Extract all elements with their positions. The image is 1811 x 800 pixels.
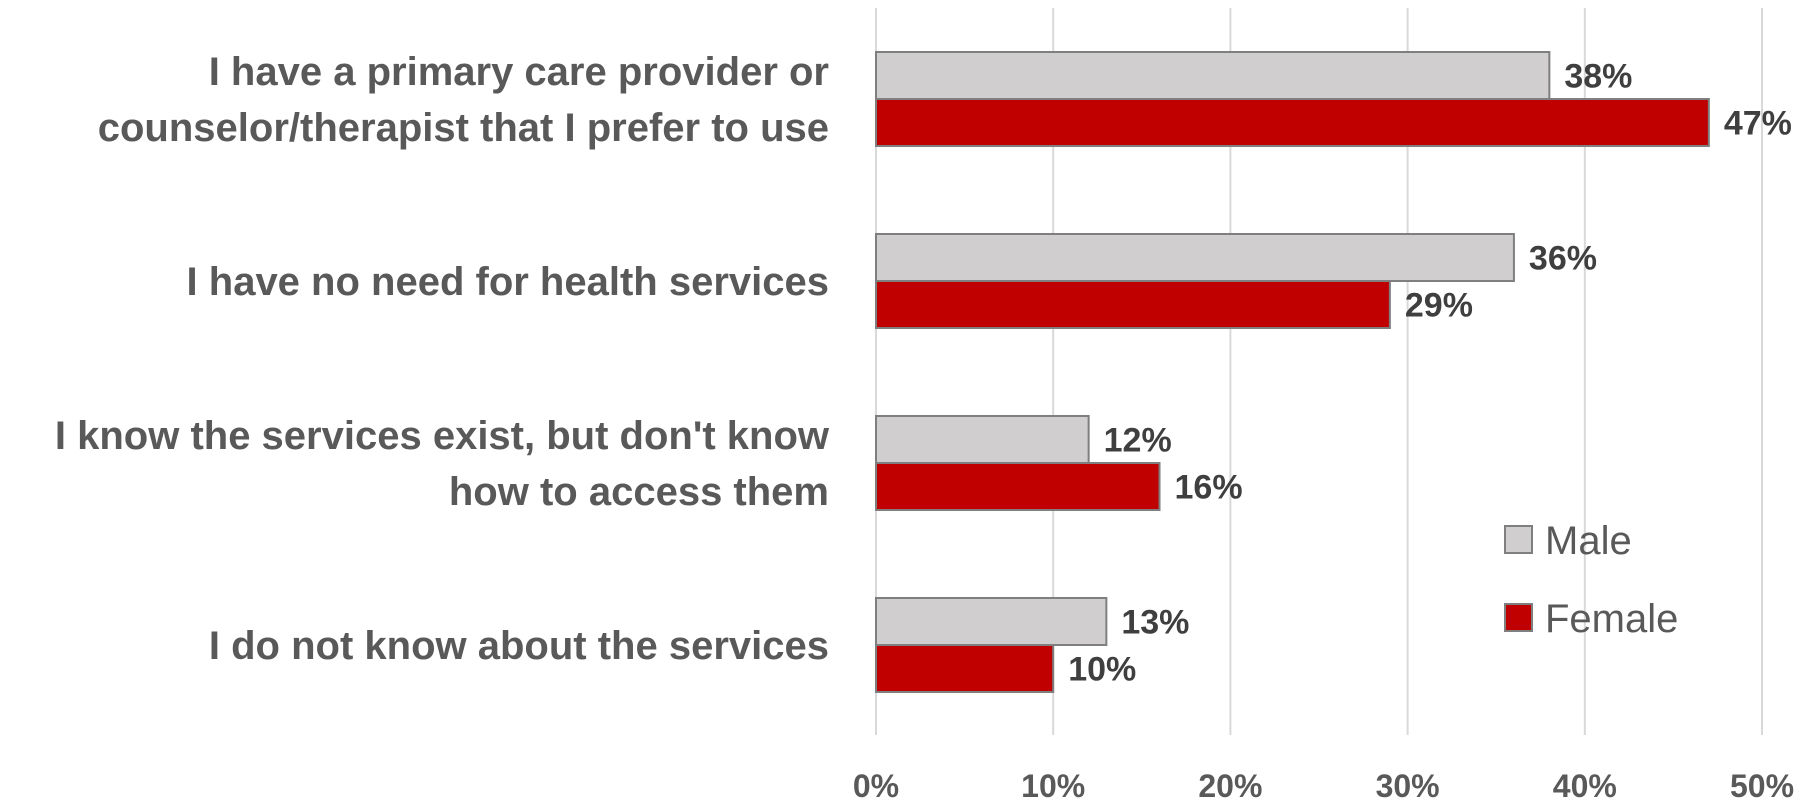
x-tick-label: 50% — [1730, 768, 1794, 800]
bar-male — [875, 415, 1090, 464]
bar-male — [875, 51, 1551, 100]
bar-male — [875, 597, 1108, 646]
category-label: I have no need for health services — [187, 260, 829, 304]
x-tick-label: 40% — [1553, 768, 1617, 800]
data-label: 47% — [1724, 105, 1792, 143]
data-label: 16% — [1175, 469, 1243, 507]
bar-female — [875, 280, 1391, 329]
legend-swatch-female — [1504, 603, 1533, 632]
x-tick-label: 30% — [1376, 768, 1440, 800]
data-label: 10% — [1068, 651, 1136, 689]
bar-female — [875, 462, 1161, 511]
legend: Male Female — [1504, 519, 1678, 641]
x-tick-label: 10% — [1021, 768, 1085, 800]
data-label: 29% — [1405, 287, 1473, 325]
data-label: 13% — [1121, 604, 1189, 642]
data-label: 38% — [1564, 58, 1632, 96]
data-labels: 38% 47% 36% 29% 12%16% 13% 10% — [1068, 58, 1792, 689]
legend-swatch-male — [1504, 525, 1533, 554]
bar-female — [875, 98, 1710, 147]
x-axis-tick-labels: 0% 10% 20% 30% 40% 50% — [853, 768, 1794, 800]
bar-male — [875, 233, 1515, 282]
data-label: 12% — [1104, 422, 1172, 460]
legend-label-female: Female — [1545, 597, 1678, 641]
category-label: I have a primary care provider or counsel… — [98, 50, 829, 150]
bar-female — [875, 644, 1055, 693]
x-tick-label: 20% — [1198, 768, 1262, 800]
data-label: 36% — [1529, 240, 1597, 278]
x-tick-label: 0% — [853, 768, 899, 800]
category-labels: I have a primary care provider or counsel… — [55, 50, 830, 668]
bars — [875, 51, 1710, 693]
legend-label-male: Male — [1545, 519, 1632, 563]
category-label: I do not know about the services — [209, 624, 829, 668]
category-label: I know the services exist, but don't kno… — [55, 414, 830, 514]
